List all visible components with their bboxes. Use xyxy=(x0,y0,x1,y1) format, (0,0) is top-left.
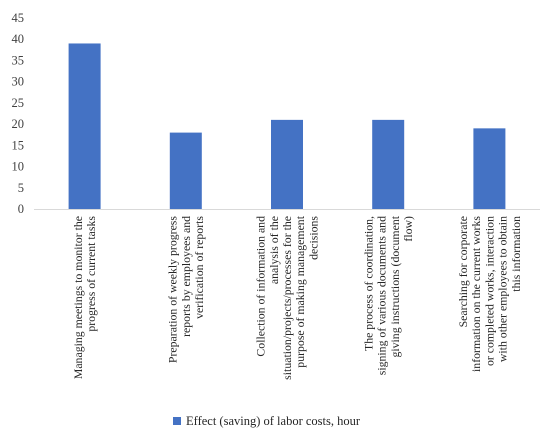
category-label: giving instructions (document xyxy=(388,215,402,357)
legend-swatch xyxy=(173,417,181,425)
y-tick-label: 30 xyxy=(12,75,25,89)
y-tick-label: 35 xyxy=(12,53,25,67)
category-label: flow) xyxy=(401,216,415,242)
category-label: situation/projects/processes for the xyxy=(280,216,294,380)
legend-label: Effect (saving) of labor costs, hour xyxy=(186,414,361,428)
y-tick-label: 0 xyxy=(18,202,24,216)
category-label: verification of reports xyxy=(192,216,206,319)
category-label: Preparation of weekly progress xyxy=(166,216,180,363)
bar xyxy=(473,128,506,209)
bar xyxy=(169,132,202,209)
category-label: this information xyxy=(509,216,523,292)
y-tick-label: 45 xyxy=(12,11,25,25)
category-label: or completed works, interaction xyxy=(482,216,496,366)
y-tick-label: 25 xyxy=(12,96,25,110)
y-tick-label: 15 xyxy=(12,138,25,152)
category-label: with other employees to obtain xyxy=(496,216,510,362)
category-label: information on the current works xyxy=(469,216,483,372)
bar xyxy=(271,119,303,209)
y-tick-label: 40 xyxy=(12,32,25,46)
category-label: Searching for corporate xyxy=(456,216,470,327)
category-label: signing of various documents and xyxy=(375,216,389,375)
category-label: reports by employees and xyxy=(179,216,193,337)
category-label: analysis of the xyxy=(267,216,281,284)
category-label: decisions xyxy=(306,216,320,260)
category-label: Collection of information and xyxy=(254,216,268,357)
category-label: The process of coordination, xyxy=(361,216,375,351)
category-label: purpose of making management xyxy=(293,215,307,367)
category-label: progress of current tasks xyxy=(84,216,98,332)
bar xyxy=(372,119,405,209)
y-tick-label: 10 xyxy=(12,160,25,174)
y-tick-label: 5 xyxy=(18,181,24,195)
category-label: Managing meetings to monitor the xyxy=(71,216,85,379)
y-tick-label: 20 xyxy=(12,117,25,131)
bar xyxy=(68,43,101,209)
